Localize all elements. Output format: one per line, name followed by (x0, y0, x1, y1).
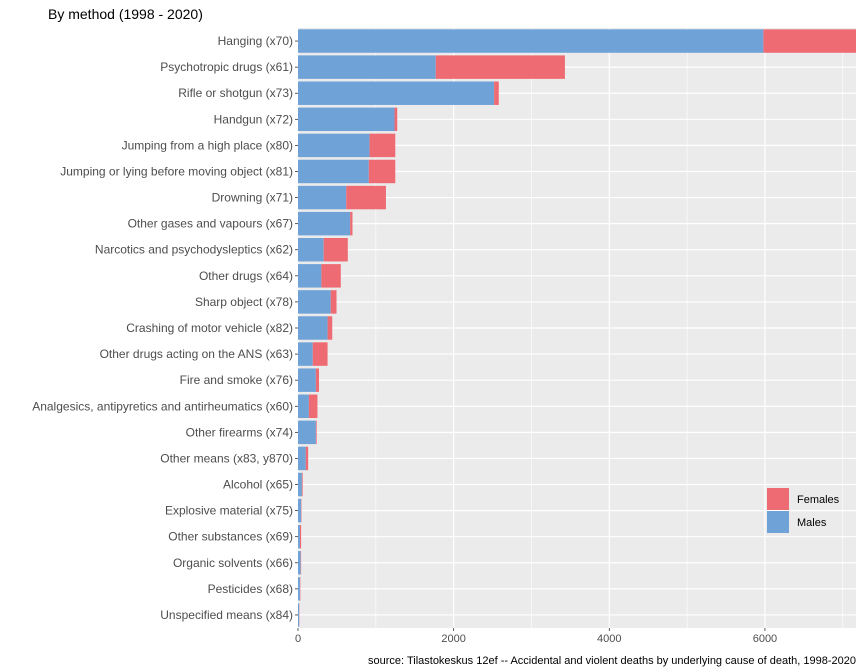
bar-females (330, 290, 337, 314)
bar-females (327, 316, 333, 340)
bar-males (298, 185, 347, 210)
bars (298, 29, 856, 627)
x-tick-label: 0 (295, 633, 301, 645)
category-label: Other drugs (x64) (199, 269, 293, 283)
bar-males (298, 394, 309, 418)
category-label: Narcotics and psychodysleptics (x62) (95, 243, 293, 257)
bar-females (315, 420, 317, 445)
bar-males (298, 211, 351, 236)
category-label: Hanging (x70) (218, 34, 293, 48)
bar-males (298, 472, 302, 497)
bar-males (298, 81, 495, 105)
category-label: Other drugs acting on the ANS (x63) (100, 347, 293, 361)
bar-males (298, 342, 313, 366)
category-label: Pesticides (x68) (208, 582, 293, 596)
bar-females (305, 446, 309, 471)
bar-males (298, 498, 302, 523)
bar-males (298, 55, 436, 79)
bar-males (298, 264, 322, 288)
bar-females (369, 133, 396, 158)
bar-males (298, 159, 369, 184)
chart-title: By method (1998 - 2020) (48, 6, 203, 22)
bar-females (301, 472, 303, 497)
bar-males (298, 420, 316, 445)
category-label: Psychotropic drugs (x61) (160, 60, 293, 74)
bar-females (368, 159, 396, 184)
bar-females (763, 29, 856, 53)
bar-females (299, 524, 302, 549)
bar-males (298, 238, 324, 262)
category-labels: Hanging (x70) Psychotropic drugs (x61) Rif… (32, 34, 293, 622)
bar-females (494, 81, 499, 105)
bar-females (312, 342, 328, 366)
category-label: Organic solvents (x66) (173, 556, 293, 570)
category-label: Analgesics, antipyretics and antirheumat… (32, 399, 293, 413)
bar-males (298, 446, 306, 471)
bar-males (298, 368, 316, 392)
legend-label-females: Females (797, 494, 840, 506)
bar-females (321, 264, 341, 288)
x-tick-label: 4000 (597, 633, 621, 645)
x-axis-ticks: 0 2000 4000 6000 (295, 40, 777, 645)
legend-key-males (767, 511, 789, 533)
category-label: Fire and smoke (x76) (180, 373, 293, 387)
bar-males (298, 290, 331, 314)
bar-males (298, 524, 300, 549)
chart-caption: source: Tilastokeskus 12ef -- Accidental… (368, 655, 856, 667)
bar-males (298, 577, 300, 601)
legend: Females Males (767, 488, 840, 533)
category-label: Other means (x83, y870) (160, 451, 293, 465)
category-label: Other substances (x69) (168, 530, 293, 544)
bar-females (308, 394, 318, 418)
category-label: Jumping or lying before moving object (x… (60, 164, 293, 178)
bar-females (323, 238, 348, 262)
bar-females (394, 107, 398, 132)
category-label: Rifle or shotgun (x73) (178, 86, 293, 100)
bar-males (298, 29, 764, 53)
category-label: Drowning (x71) (212, 191, 293, 205)
category-label: Sharp object (x78) (195, 295, 293, 309)
bar-males (298, 133, 370, 158)
bar-females (315, 368, 320, 392)
legend-key-females (767, 488, 789, 510)
category-label: Handgun (x72) (214, 112, 293, 126)
x-tick-label: 6000 (753, 633, 777, 645)
category-label: Unspecified means (x84) (160, 608, 293, 622)
bar-males (298, 603, 300, 627)
category-label: Alcohol (x65) (223, 478, 293, 492)
bar-males (298, 316, 328, 340)
bar-females (346, 185, 386, 210)
category-label: Explosive material (x75) (165, 504, 293, 518)
category-label: Jumping from a high place (x80) (122, 138, 293, 152)
category-label: Other gases and vapours (x67) (128, 217, 293, 231)
bar-males (298, 107, 395, 132)
x-tick-label: 2000 (441, 633, 465, 645)
category-label: Crashing of motor vehicle (x82) (126, 321, 293, 335)
bar-males (298, 551, 301, 575)
bar-females (350, 211, 353, 236)
legend-label-males: Males (797, 517, 827, 529)
category-label: Other firearms (x74) (186, 425, 293, 439)
bar-females (435, 55, 565, 79)
